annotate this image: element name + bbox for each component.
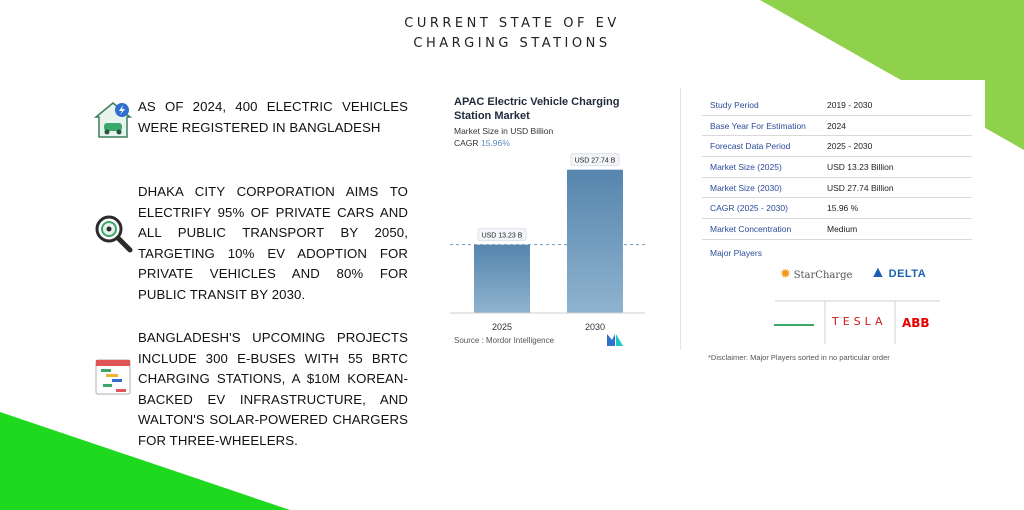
chart-source: Source : Mordor Intelligence — [454, 336, 555, 345]
players-grid-lines — [775, 300, 940, 344]
player-name: TESLA — [832, 315, 887, 328]
row-value: 2025 - 2030 — [827, 141, 873, 152]
row-key: Base Year For Estimation — [710, 120, 806, 131]
cagr-label: CAGR — [454, 138, 479, 148]
row-value: USD 27.74 Billion — [827, 182, 894, 193]
major-players-label: Major Players — [710, 248, 762, 258]
row-value: 2024 — [827, 120, 846, 131]
table-row: Market Size (2030) USD 27.74 Billion — [702, 178, 972, 199]
row-key: Market Concentration — [710, 224, 792, 235]
data-label-bg — [477, 228, 527, 242]
chart-cagr: CAGR 15.96% — [454, 138, 510, 148]
panel-divider — [680, 88, 681, 350]
x-tick-label: 2025 — [492, 322, 512, 332]
row-key: CAGR (2025 - 2030) — [710, 203, 788, 214]
ev-charging-house-icon — [93, 102, 133, 138]
market-summary-table: Study Period 2019 - 2030 Base Year For Es… — [702, 95, 972, 240]
data-label: USD 27.74 B — [575, 158, 616, 165]
table-row: Base Year For Estimation 2024 — [702, 116, 972, 137]
bar-2030 — [567, 169, 623, 313]
delta-triangle-icon: ▲ — [870, 264, 886, 281]
bar-chart: USD 13.23 B 2025 USD 27.74 B 2030 — [450, 153, 645, 332]
data-label-bg — [570, 153, 620, 167]
row-value: 2019 - 2030 — [827, 100, 873, 110]
row-value: USD 13.23 Billion — [827, 162, 894, 173]
gantt-calendar-icon — [95, 359, 131, 395]
chart-subtitle: Market Size in USD Billion — [454, 126, 554, 136]
row-value: Medium — [827, 224, 858, 235]
point-text: Bangladesh's upcoming projects include 3… — [138, 330, 408, 448]
point-dhaka-target: Dhaka City Corporation aims to electrify… — [92, 182, 412, 302]
sun-icon: ✹ — [780, 266, 791, 281]
abb-logo: ABB — [902, 316, 930, 330]
tesla-logo: TESLA — [832, 315, 887, 328]
disclaimer: *Disclaimer: Major Players sorted in no … — [708, 353, 890, 362]
player-name: StarCharge — [793, 270, 853, 281]
table-row: Market Concentration Medium — [702, 219, 972, 240]
table-row: Study Period 2019 - 2030 — [702, 95, 972, 116]
data-label: USD 13.23 B — [482, 233, 523, 240]
delta-logo: ▲ DELTA — [870, 264, 926, 282]
bottom-left-green-triangle — [0, 412, 290, 510]
row-key: Forecast Data Period — [710, 141, 791, 152]
magnifier-target-icon — [95, 215, 133, 253]
table-row: Market Size (2025) USD 13.23 Billion — [702, 157, 972, 178]
x-tick-label: 2030 — [585, 322, 605, 332]
bar-2025 — [474, 244, 530, 313]
title-line-1: CURRENT STATE OF EV — [404, 16, 620, 31]
row-key: Market Size (2025) — [710, 162, 782, 173]
row-value: 15.96 % — [827, 203, 859, 214]
major-players-logos: ✹ StarCharge ▲ DELTA TESLA ABB — [770, 258, 945, 344]
mordor-logo-icon — [607, 334, 623, 346]
cagr-value: 15.96% — [480, 138, 510, 148]
schneider-logo-icon — [774, 318, 814, 329]
row-key: Market Size (2030) — [710, 182, 782, 193]
player-name: DELTA — [888, 268, 927, 280]
point-text: As of 2024, 400 electric vehicles were r… — [138, 99, 408, 135]
starcharge-logo: ✹ StarCharge — [780, 266, 852, 282]
point-ev-registration: As of 2024, 400 electric vehicles were r… — [92, 97, 412, 142]
market-panel: APAC Electric Vehicle Charging Station M… — [430, 80, 985, 370]
table-row: Forecast Data Period 2025 - 2030 — [702, 136, 972, 158]
point-upcoming-projects: Bangladesh's upcoming projects include 3… — [92, 328, 412, 448]
page-title: CURRENT STATE OF EV CHARGING STATIONS — [312, 14, 712, 54]
chart-title: APAC Electric Vehicle Charging Station M… — [454, 96, 620, 122]
chart-card: APAC Electric Vehicle Charging Station M… — [430, 80, 690, 355]
point-text: Dhaka City Corporation aims to electrify… — [138, 184, 408, 302]
table-row: CAGR (2025 - 2030) 15.96 % — [702, 198, 972, 220]
row-key: Study Period — [710, 100, 759, 110]
title-line-2: CHARGING STATIONS — [413, 36, 611, 51]
player-name: ABB — [902, 316, 930, 330]
